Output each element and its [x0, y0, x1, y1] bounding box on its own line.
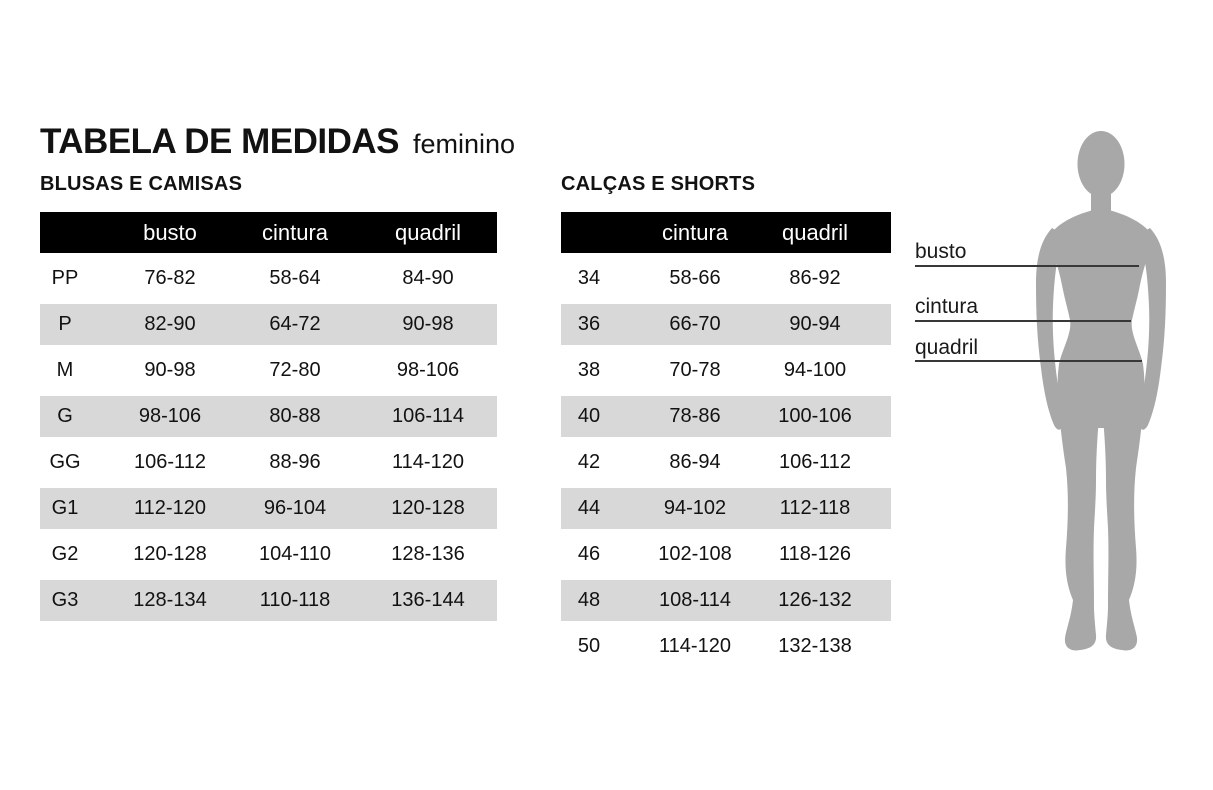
- table-row: P 82-90 64-72 90-98: [40, 304, 497, 345]
- section-title-calcas-e-shorts: CALÇAS E SHORTS: [561, 173, 756, 195]
- cell: 64-72: [269, 313, 321, 335]
- cell: P: [58, 313, 72, 335]
- cell: M: [56, 359, 74, 381]
- cell: 110-118: [259, 589, 331, 611]
- cell: 34: [577, 267, 601, 289]
- cell: G2: [51, 543, 79, 565]
- cell: 126-132: [778, 589, 852, 611]
- cell: G3: [51, 589, 79, 611]
- cell: 58-64: [269, 267, 321, 289]
- table-row: G2 120-128 104-110 128-136: [40, 534, 497, 575]
- cell: 114-120: [392, 451, 464, 473]
- cell: 104-110: [259, 543, 331, 565]
- section-title-blusas-e-camisas: BLUSAS E CAMISAS: [40, 173, 243, 195]
- cell: 80-88: [269, 405, 321, 427]
- cell: 78-86: [669, 405, 721, 427]
- table-row: G3 128-134 110-118 136-144: [40, 580, 497, 621]
- cell: G: [57, 405, 73, 427]
- cell: 46: [577, 543, 601, 565]
- header-cell: busto: [143, 220, 197, 245]
- table-row: GG 106-112 88-96 114-120: [40, 442, 497, 483]
- busto-measure-label: busto: [915, 240, 967, 263]
- cell: 84-90: [402, 267, 454, 289]
- cell: 90-98: [402, 313, 454, 335]
- cell: 102-108: [658, 543, 732, 565]
- cell: 120-128: [391, 497, 465, 519]
- table-row: PP 76-82 58-64 84-90: [40, 258, 497, 299]
- table-row: M 90-98 72-80 98-106: [40, 350, 497, 391]
- cell: 58-66: [669, 267, 721, 289]
- header-cell: quadril: [781, 220, 849, 245]
- cell: 44: [577, 497, 601, 519]
- cell: 88-96: [269, 451, 321, 473]
- cell: 48: [577, 589, 601, 611]
- cintura-measure-label: cintura: [915, 295, 979, 318]
- cell: 96-104: [263, 497, 327, 519]
- cell: 136-144: [391, 589, 465, 611]
- cell: 42: [577, 451, 601, 473]
- cell: 70-78: [669, 359, 721, 381]
- table-row: G1 112-120 96-104 120-128: [40, 488, 497, 529]
- header-cell: cintura: [661, 220, 729, 245]
- quadril-measure-label: quadril: [915, 336, 979, 359]
- quadril-measure-line: [915, 360, 1142, 362]
- table-row: 44 94-102 112-118: [561, 488, 891, 529]
- cell: 76-82: [144, 267, 196, 289]
- calcas-e-shorts-table: cintura quadril 34 58-66 86-92 36 66-70 90-94 38…: [561, 212, 891, 672]
- cell: 94-100: [783, 359, 847, 381]
- header-cell: quadril: [394, 220, 462, 245]
- cell: PP: [51, 267, 79, 289]
- cell: 108-114: [659, 589, 731, 611]
- table-row: 40 78-86 100-106: [561, 396, 891, 437]
- cell: 94-102: [663, 497, 727, 519]
- cell: 128-134: [133, 589, 207, 611]
- blusas-e-camisas-table: busto cintura quadril PP 76-82 58-64 84-90 P 82-…: [40, 212, 497, 626]
- cell: 112-120: [134, 497, 206, 519]
- table-row: 36 66-70 90-94: [561, 304, 891, 345]
- cell: 118-126: [779, 543, 851, 565]
- cintura-measure-line: [915, 320, 1131, 322]
- table-row: 34 58-66 86-92: [561, 258, 891, 299]
- cell: 82-90: [144, 313, 196, 335]
- cell: 106-112: [134, 451, 206, 473]
- cell: 86-94: [669, 451, 721, 473]
- cell: 36: [577, 313, 601, 335]
- header-row: cintura quadril: [561, 212, 891, 253]
- cell: 40: [577, 405, 601, 427]
- cell: 72-80: [269, 359, 321, 381]
- page-subtitle: feminino: [413, 129, 516, 159]
- header-cell: cintura: [261, 220, 329, 245]
- cell: 90-94: [789, 313, 841, 335]
- cell: 114-120: [659, 635, 731, 657]
- table-row: 38 70-78 94-100: [561, 350, 891, 391]
- cell: 128-136: [391, 543, 465, 565]
- cell: 106-112: [779, 451, 851, 473]
- table-row: 48 108-114 126-132: [561, 580, 891, 621]
- cell: 66-70: [669, 313, 721, 335]
- cell: 90-98: [144, 359, 196, 381]
- cell: 98-106: [138, 405, 202, 427]
- cell: GG: [49, 451, 81, 473]
- table-row: G 98-106 80-88 106-114: [40, 396, 497, 437]
- cell: 50: [577, 635, 601, 657]
- table-row: 42 86-94 106-112: [561, 442, 891, 483]
- cell: 106-114: [392, 405, 464, 427]
- page-title: TABELA DE MEDIDAS: [40, 122, 400, 161]
- header-row: busto cintura quadril: [40, 212, 497, 253]
- table-row: 46 102-108 118-126: [561, 534, 891, 575]
- table-row: 50 114-120 132-138: [561, 626, 891, 667]
- busto-measure-line: [915, 265, 1139, 267]
- cell: 120-128: [133, 543, 207, 565]
- cell: 132-138: [778, 635, 852, 657]
- cell: 112-118: [779, 497, 851, 519]
- female-body-silhouette: [1036, 131, 1166, 651]
- cell: 38: [577, 359, 601, 381]
- cell: 86-92: [789, 267, 841, 289]
- cell: 98-106: [396, 359, 460, 381]
- page-title-row: TABELA DE MEDIDAS feminino: [40, 122, 515, 162]
- cell: 100-106: [778, 405, 852, 427]
- cell: G1: [51, 497, 79, 519]
